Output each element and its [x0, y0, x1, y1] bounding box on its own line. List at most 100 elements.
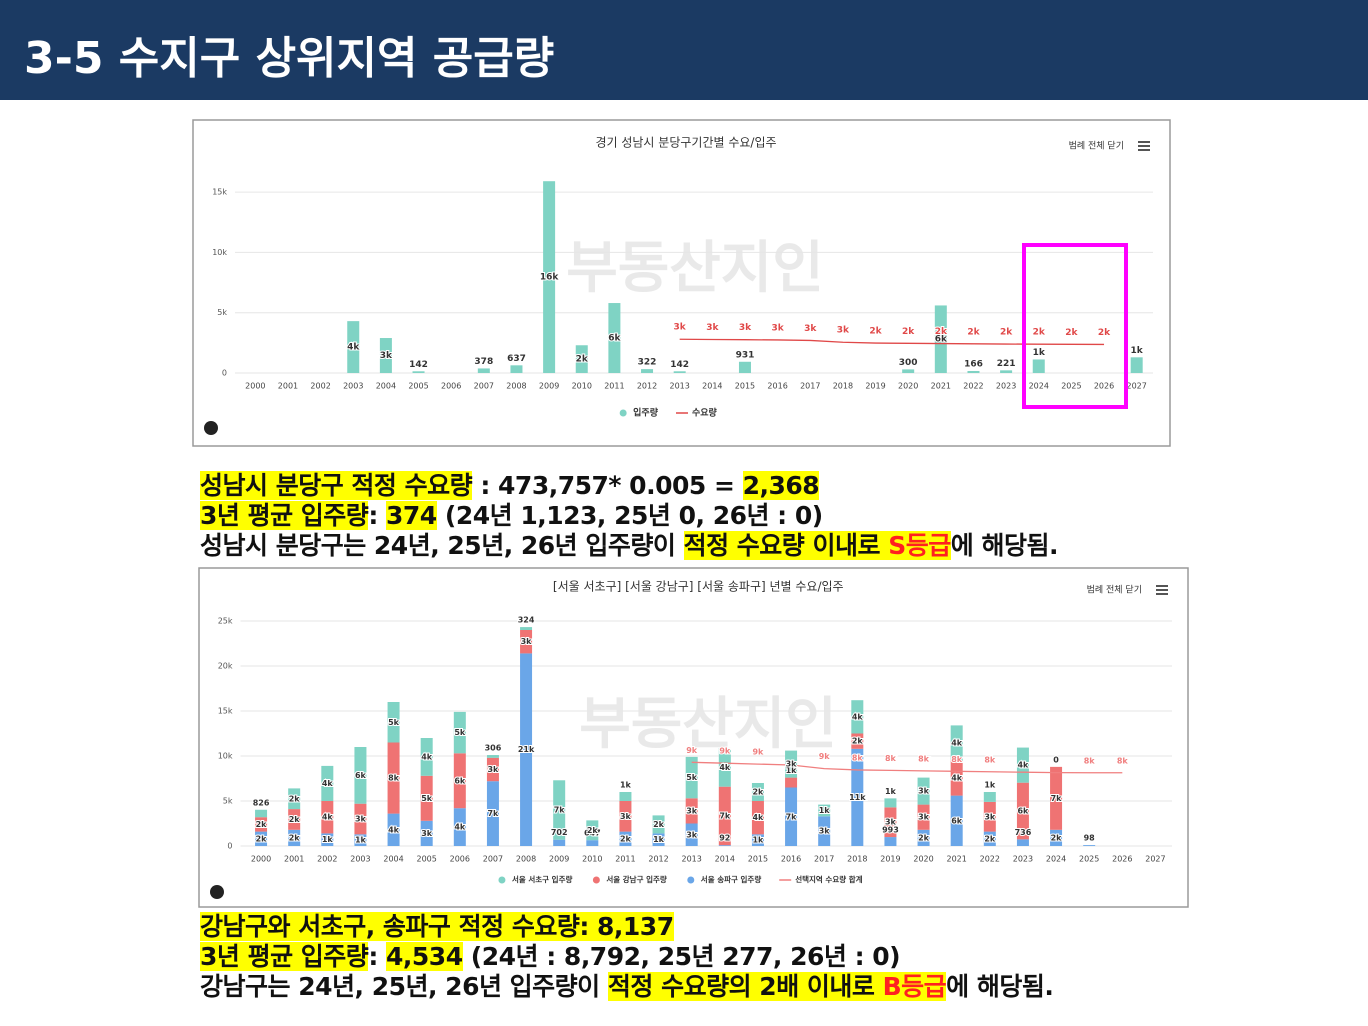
x-tick-label: 2015: [735, 382, 755, 391]
bar: [751, 801, 764, 835]
bar: [884, 798, 897, 808]
bar: [586, 820, 599, 841]
bar: [641, 369, 654, 373]
data-label: 931: [736, 350, 755, 360]
bar: [818, 816, 831, 846]
y-tick-label: 15k: [218, 707, 233, 716]
note-text: : 473,757* 0.005 =: [472, 471, 743, 500]
data-label: 3k: [706, 323, 719, 333]
legend-toggle-button[interactable]: 범례 전체 닫기: [1087, 584, 1142, 596]
bar: [884, 807, 897, 838]
home-icon: [204, 421, 218, 435]
bar: [652, 833, 665, 846]
data-label: 2k: [1000, 328, 1013, 338]
x-tick-label: 2009: [539, 382, 559, 391]
data-label: 3k: [918, 787, 930, 796]
x-tick-label: 2004: [383, 855, 403, 864]
legend-marker: [619, 409, 627, 417]
y-tick-label: 5k: [223, 797, 233, 806]
x-tick-label: 2022: [963, 382, 983, 391]
data-label: 2k: [1065, 328, 1078, 338]
x-tick-label: 2001: [284, 855, 304, 864]
bar: [1016, 839, 1029, 846]
bar: [1050, 829, 1063, 846]
bar: [1032, 359, 1045, 373]
data-label: 826: [253, 798, 270, 807]
data-label: 4k: [1017, 761, 1029, 770]
bar: [1016, 747, 1029, 783]
legend-label: 서울 송파구 입주량: [701, 874, 762, 884]
bar: [619, 792, 632, 801]
note-line: 강남구와 서초구, 송파구 적정 수요량: 8,137: [200, 912, 1053, 942]
notes: 성남시 분당구 적정 수요량 : 473,757* 0.005 = 2,368 3…: [200, 471, 1058, 561]
bar: [917, 829, 930, 846]
data-label: 8k: [1084, 756, 1096, 765]
bar: [884, 837, 897, 846]
x-tick-label: 2007: [483, 855, 503, 864]
data-label: 2k: [984, 834, 996, 843]
x-tick-label: 2014: [702, 382, 722, 391]
home-icon: [210, 885, 224, 899]
data-label: 6k: [355, 771, 367, 780]
x-tick-label: 2026: [1112, 855, 1132, 864]
data-label: 3k: [984, 812, 996, 821]
bar: [751, 783, 764, 801]
x-tick-label: 2017: [814, 855, 834, 864]
bar: [917, 804, 930, 830]
legend-marker: [498, 876, 506, 884]
highlight-box: [1022, 243, 1128, 409]
data-label: 6k: [935, 335, 948, 345]
x-tick-label: 2025: [1061, 382, 1081, 391]
bar: [619, 801, 632, 832]
data-label: 3k: [686, 830, 698, 839]
data-label: 3k: [620, 812, 632, 821]
x-tick-label: 2006: [450, 855, 470, 864]
x-tick-label: 2000: [251, 855, 271, 864]
bar: [420, 820, 433, 846]
bar: [1130, 357, 1143, 373]
note-text: 적정 수요량 이내로: [683, 531, 889, 560]
x-tick-label: 2008: [506, 382, 526, 391]
bar: [934, 305, 947, 373]
x-tick-label: 2005: [408, 382, 428, 391]
bar: [453, 808, 466, 846]
bar: [553, 780, 566, 840]
data-label: 6k: [951, 816, 963, 825]
note-line: 성남시 분당구 적정 수요량 : 473,757* 0.005 = 2,368: [200, 471, 1058, 501]
bar: [387, 742, 400, 814]
data-label: 2k: [869, 327, 882, 337]
legend-marker: [592, 876, 600, 884]
note-text: 2,368: [742, 471, 820, 500]
bar: [354, 803, 367, 835]
data-label: 2k: [289, 815, 301, 824]
data-label: 16k: [540, 273, 560, 283]
data-label: 1k: [1131, 346, 1144, 356]
data-label: 7k: [786, 812, 798, 821]
data-label: 300: [899, 358, 918, 368]
data-label: 3k: [918, 813, 930, 822]
data-label: 142: [409, 360, 428, 370]
x-tick-label: 2007: [474, 382, 494, 391]
note-text: 강남구는 24년, 25년, 26년 입주량이: [200, 972, 608, 1001]
x-tick-label: 2026: [1094, 382, 1114, 391]
data-label: 2k: [1098, 328, 1111, 338]
data-label: 8k: [852, 753, 864, 762]
x-tick-label: 2013: [682, 855, 702, 864]
chart-frame: [192, 119, 1171, 447]
x-tick-label: 2020: [898, 382, 918, 391]
data-label: 2k: [902, 327, 915, 337]
bar: [477, 368, 490, 373]
data-label: 3k: [819, 827, 831, 836]
data-label: 5k: [686, 773, 698, 782]
data-label: 3k: [771, 323, 784, 333]
legend-toggle-button[interactable]: 범례 전체 닫기: [1069, 140, 1124, 152]
data-label: 2k: [1051, 833, 1063, 842]
bar: [652, 815, 665, 834]
x-tick-label: 2002: [310, 382, 330, 391]
data-label: 8k: [388, 774, 400, 783]
data-label: 2k: [653, 820, 665, 829]
note-text: (24년 : 8,792, 25년 277, 26년 : 0): [462, 942, 901, 971]
data-label: 3k: [355, 815, 367, 824]
bar: [255, 817, 268, 832]
